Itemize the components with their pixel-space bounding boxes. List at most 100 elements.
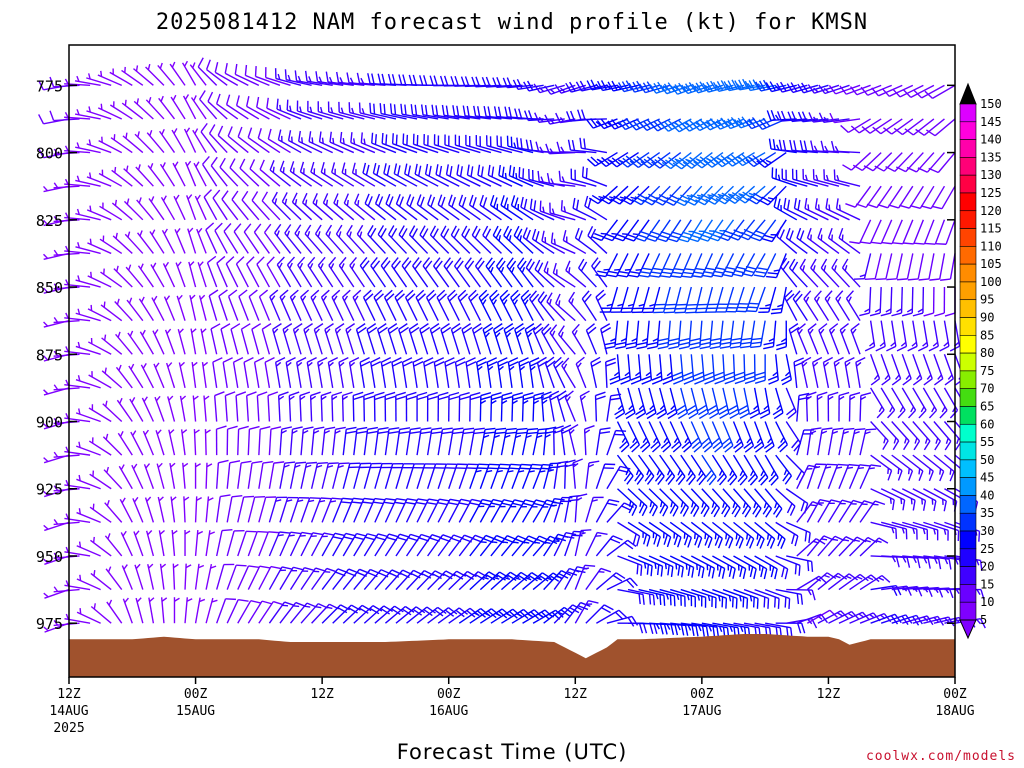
barb-feather <box>596 119 605 130</box>
barb-feather <box>310 289 320 298</box>
wind-barb <box>313 323 324 355</box>
barb-feather <box>653 534 658 545</box>
barb-feather <box>205 222 215 231</box>
wind-barb <box>412 357 424 389</box>
barb-shaft <box>772 320 777 347</box>
barb-feather <box>53 350 59 357</box>
barb-feather <box>821 538 828 541</box>
barb-feather <box>654 562 657 569</box>
wind-barb <box>468 289 481 321</box>
barb-feather <box>381 361 392 367</box>
barb-feather <box>542 572 552 580</box>
barb-feather <box>620 444 630 453</box>
barb-feather <box>43 287 49 293</box>
barb-feather <box>65 379 69 386</box>
barb-feather <box>257 391 268 397</box>
barb-feather <box>544 434 551 438</box>
wind-barb <box>247 600 273 624</box>
barb-feather <box>684 437 689 444</box>
barb-feather <box>774 114 780 121</box>
barb-feather <box>535 231 540 242</box>
barb-shaft <box>90 572 112 591</box>
barb-feather <box>469 396 481 401</box>
wind-barb <box>498 164 523 187</box>
barb-feather <box>744 445 754 453</box>
barb-shaft <box>699 320 703 347</box>
barb-feather <box>452 105 456 116</box>
barb-feather <box>386 536 397 541</box>
barb-shaft <box>412 265 429 288</box>
barb-feather <box>77 375 81 382</box>
barb-shaft <box>394 297 408 321</box>
barb-feather <box>684 83 693 93</box>
barb-feather <box>577 109 582 120</box>
barb-feather <box>476 357 487 363</box>
barb-shaft <box>227 135 249 154</box>
barb-feather <box>656 536 661 547</box>
wind-barb <box>393 163 418 187</box>
barb-shaft <box>764 421 775 447</box>
barb-feather <box>442 427 453 431</box>
barb-feather <box>513 299 519 306</box>
wind-barb <box>184 160 197 187</box>
wind-barb <box>294 224 313 254</box>
barb-feather <box>792 290 801 300</box>
wind-barb <box>758 185 787 206</box>
barb-shaft <box>426 498 440 523</box>
barb-shaft <box>317 80 344 87</box>
barb-feather <box>798 565 801 576</box>
wind-barb <box>339 131 365 154</box>
wind-barb <box>416 427 432 456</box>
wind-barb <box>408 323 420 355</box>
barb-feather <box>441 431 453 435</box>
wind-barb <box>670 253 692 278</box>
barb-shaft <box>437 570 458 591</box>
barb-feather <box>256 256 265 265</box>
barb-feather <box>793 140 797 151</box>
barb-feather <box>143 396 148 402</box>
barb-shaft <box>486 84 513 88</box>
barb-feather <box>793 357 804 363</box>
barb-shaft <box>537 299 555 322</box>
wind-barb <box>419 323 431 355</box>
barb-feather <box>429 225 437 236</box>
barb-feather <box>770 311 782 315</box>
wind-barb <box>486 357 498 388</box>
barb-shaft <box>205 530 211 557</box>
barb-feather <box>798 392 810 397</box>
barb-shaft <box>549 212 576 221</box>
barb-feather <box>580 390 590 397</box>
barb-feather <box>553 425 564 430</box>
barb-shaft <box>522 572 543 591</box>
barb-shaft <box>571 331 587 355</box>
barb-feather <box>518 470 525 473</box>
wind-barb <box>715 185 745 205</box>
barb-feather <box>441 104 445 116</box>
barb-feather <box>681 84 689 94</box>
barb-feather <box>738 155 747 165</box>
barb-shaft <box>546 301 566 322</box>
barb-shaft <box>422 265 439 288</box>
barb-feather <box>608 159 618 168</box>
barb-feather <box>641 337 648 342</box>
barb-feather <box>504 172 507 179</box>
wind-barb <box>443 257 460 288</box>
barb-shaft <box>785 387 797 413</box>
barb-feather <box>523 541 530 544</box>
wind-barb <box>518 167 544 187</box>
barb-shaft <box>668 118 692 132</box>
barb-feather <box>590 356 601 364</box>
barb-feather <box>526 431 538 435</box>
barb-feather <box>156 429 162 435</box>
wind-barb <box>518 357 530 388</box>
barb-feather <box>157 462 163 468</box>
barb-feather <box>150 196 155 203</box>
barb-feather <box>836 612 843 617</box>
barb-feather <box>392 361 403 367</box>
barb-shaft <box>247 531 258 557</box>
barb-feather <box>294 70 298 81</box>
barb-feather <box>377 323 387 331</box>
barb-feather <box>487 260 496 270</box>
barb-shaft <box>87 308 112 322</box>
barb-feather <box>493 106 498 117</box>
